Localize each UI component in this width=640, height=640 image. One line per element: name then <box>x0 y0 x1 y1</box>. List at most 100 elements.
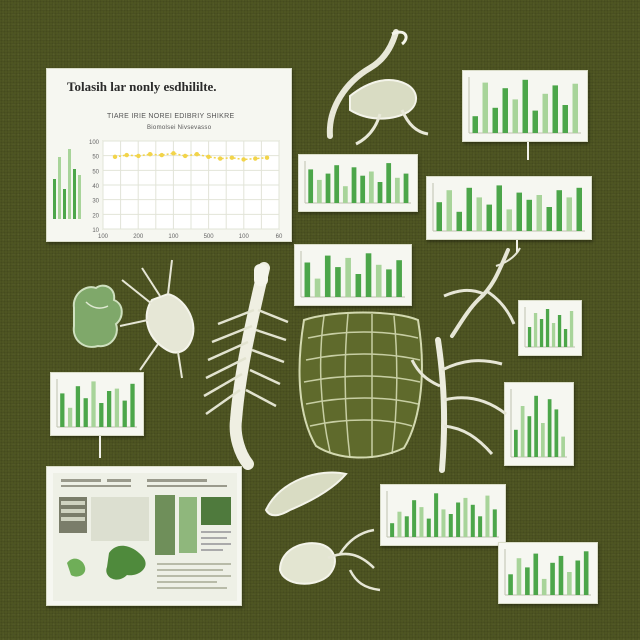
bar <box>526 199 532 231</box>
x-tick-label: 60 <box>276 234 283 240</box>
card-stick <box>516 240 518 252</box>
bar <box>557 315 562 347</box>
bar <box>456 502 461 537</box>
bar <box>304 262 311 297</box>
y-tick-label: 50 <box>92 169 99 175</box>
bar <box>496 185 502 231</box>
bar <box>546 207 552 231</box>
bar <box>547 399 552 457</box>
bar <box>516 558 522 595</box>
side-bar <box>53 179 56 219</box>
x-tick-label: 100 <box>239 234 250 240</box>
bar <box>502 88 508 133</box>
specimen-glove-fossil <box>72 284 123 348</box>
specimen-bone-spine <box>119 259 289 470</box>
data-point <box>264 155 270 160</box>
side-bar <box>63 189 66 219</box>
bar <box>396 260 402 297</box>
mini-chart-6 <box>50 372 144 436</box>
bar <box>512 99 518 133</box>
bar <box>470 504 475 537</box>
bar <box>308 169 314 203</box>
bar <box>575 560 581 595</box>
mini-chart-4 <box>294 244 412 306</box>
bar <box>325 173 331 203</box>
bar <box>558 555 564 595</box>
mini-bar-chart <box>56 379 137 428</box>
bar <box>554 409 559 457</box>
side-bar <box>73 169 76 219</box>
bar <box>562 105 568 133</box>
bar <box>448 514 453 537</box>
bar <box>314 278 321 297</box>
specimen-coral-branch <box>410 337 507 473</box>
bar <box>463 497 468 537</box>
data-point <box>206 154 211 160</box>
x-tick-label: 100 <box>168 234 179 240</box>
bar <box>563 329 568 347</box>
bar <box>106 391 112 427</box>
bar <box>324 255 331 297</box>
bar <box>67 407 73 427</box>
mini-bar-chart <box>504 549 591 596</box>
mini-chart-8 <box>380 484 506 546</box>
mini-chart-2 <box>298 154 418 212</box>
bar <box>434 493 439 537</box>
bar <box>569 311 574 347</box>
bar <box>386 163 392 203</box>
main-chart-title: Tolasih lar nonly esdhililte. <box>67 79 217 94</box>
bar <box>316 179 322 203</box>
bar <box>482 82 488 133</box>
mini-bar-chart <box>300 251 405 298</box>
side-bar <box>58 157 61 219</box>
data-point <box>147 152 153 157</box>
bar <box>377 182 383 203</box>
bar <box>516 192 522 231</box>
mini-bar-chart <box>386 491 499 538</box>
side-bar <box>68 149 71 219</box>
bar <box>345 257 351 297</box>
main-chart-subtitle: TIARE IRIE NOREI EDIBRIY SHIKRE <box>107 113 235 120</box>
data-point <box>253 156 258 161</box>
mini-bar-chart <box>468 77 581 134</box>
bar <box>541 423 545 457</box>
bar <box>99 403 104 427</box>
bar <box>545 309 550 347</box>
y-tick-label: 20 <box>92 213 99 219</box>
bar <box>550 562 555 595</box>
data-point <box>229 155 235 160</box>
bar <box>508 574 513 595</box>
bar <box>486 204 492 231</box>
bar <box>534 395 538 457</box>
bar <box>390 523 395 537</box>
bar <box>583 551 589 595</box>
bar <box>561 436 565 457</box>
bar <box>514 429 518 457</box>
bar <box>426 518 431 537</box>
bar <box>419 507 424 537</box>
bar <box>522 79 528 133</box>
bar <box>567 572 572 595</box>
mini-bar-chart <box>432 183 585 232</box>
bar <box>60 393 65 427</box>
bar <box>533 553 539 595</box>
y-tick-label: 100 <box>89 140 100 146</box>
y-tick-label: 30 <box>92 199 99 205</box>
data-point <box>136 153 141 159</box>
bar <box>541 578 547 595</box>
bar <box>536 195 542 231</box>
data-point <box>182 153 188 159</box>
bar <box>436 202 442 231</box>
x-tick-label: 500 <box>204 234 215 240</box>
bar <box>566 197 572 231</box>
mini-chart-1 <box>462 70 588 142</box>
bar <box>412 500 417 537</box>
bar <box>551 323 556 347</box>
bar <box>404 516 409 537</box>
side-bar <box>78 175 81 219</box>
bar <box>542 93 548 133</box>
specimen-shells <box>264 471 381 592</box>
card-stick <box>99 436 101 458</box>
